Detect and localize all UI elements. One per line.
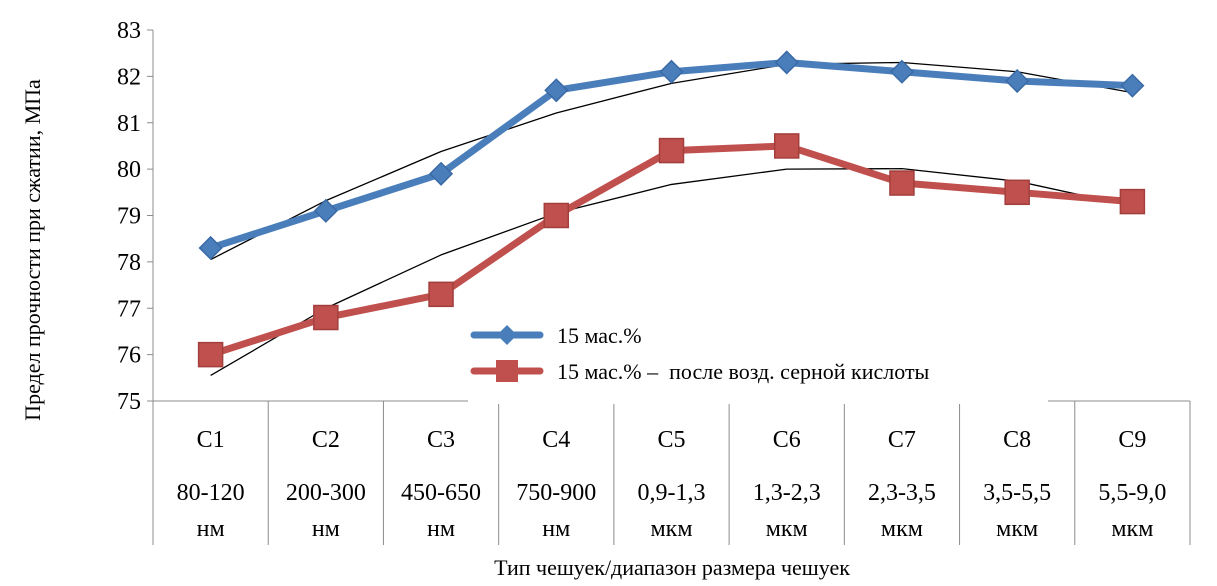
category-unit: мкм: [996, 516, 1038, 542]
category-unit: нм: [197, 516, 225, 542]
category-unit: нм: [427, 516, 455, 542]
category-table: C1 80-120 нм C2 200-300 нм C3 450-650 нм C4 750-90…: [152, 401, 1191, 545]
category-range: 200-300: [286, 480, 366, 506]
legend: 15 мас.% 15 мас.% – после возд. серной ки…: [468, 318, 1048, 404]
category-range: 0,9-1,3: [638, 480, 706, 506]
data-point: [889, 170, 915, 196]
y-tick-label: 75: [117, 389, 141, 415]
data-point: [889, 59, 915, 84]
y-tick-label: 76: [117, 343, 141, 369]
category-range: 80-120: [177, 480, 245, 506]
data-point: [197, 341, 224, 368]
data-point: [658, 137, 685, 164]
category-unit: мкм: [650, 516, 692, 542]
data-point: [1004, 179, 1030, 206]
category-unit: нм: [542, 516, 570, 542]
legend-marker: [497, 325, 517, 345]
y-tick-label: 82: [117, 64, 141, 90]
category-code: C9: [1118, 427, 1146, 453]
data-point: [198, 235, 223, 261]
y-tick-label: 78: [117, 250, 141, 276]
y-tick-label: 77: [117, 296, 141, 322]
data-point: [313, 304, 339, 331]
data-point: [428, 281, 454, 308]
category-range: 1,3-2,3: [753, 480, 821, 506]
category-unit: мкм: [881, 516, 923, 542]
data-point: [428, 161, 454, 186]
data-point: [1119, 188, 1146, 215]
category-code: C8: [1003, 427, 1031, 453]
category-code: C4: [542, 427, 570, 453]
y-tick-label: 81: [117, 111, 141, 137]
category-range: 2,3-3,5: [868, 480, 936, 506]
series-group: [197, 50, 1146, 368]
category-code: C1: [197, 427, 225, 453]
category-code: C2: [312, 427, 340, 453]
y-axis-title: Предел прочности при сжатии, МПа: [20, 79, 45, 421]
axes: 75 76 77 78 79 80 81 82 83: [117, 18, 1190, 415]
category-range: 450-650: [401, 480, 481, 506]
category-range: 750-900: [516, 480, 596, 506]
category-code: C6: [773, 427, 801, 453]
trendline-2: [210, 168, 1133, 377]
category-range: 3,5-5,5: [983, 480, 1051, 506]
data-point: [543, 202, 570, 229]
legend-label: 15 мас.% – после возд. серной кислоты: [557, 359, 930, 384]
y-tick-label: 79: [117, 204, 141, 230]
category-unit: нм: [312, 516, 340, 542]
legend-label: 15 мас.%: [557, 323, 642, 348]
data-point: [1120, 73, 1145, 98]
data-point: [313, 198, 338, 223]
data-point: [1005, 68, 1030, 94]
data-point: [544, 78, 569, 103]
x-axis-title: Тип чешуек/диапазон размера чешуек: [494, 555, 850, 580]
category-range: 5,5-9,0: [1098, 480, 1166, 506]
legend-background: [468, 318, 1048, 404]
data-point: [659, 59, 684, 84]
category-code: C7: [888, 427, 916, 453]
category-code: C5: [657, 427, 685, 453]
y-tick-label: 83: [117, 18, 141, 44]
category-code: C3: [427, 427, 455, 453]
data-point: [774, 50, 799, 75]
y-tick-label: 80: [117, 157, 141, 183]
data-point: [773, 133, 800, 159]
category-unit: мкм: [1111, 516, 1153, 542]
category-unit: мкм: [766, 516, 808, 542]
legend-marker: [496, 360, 518, 382]
